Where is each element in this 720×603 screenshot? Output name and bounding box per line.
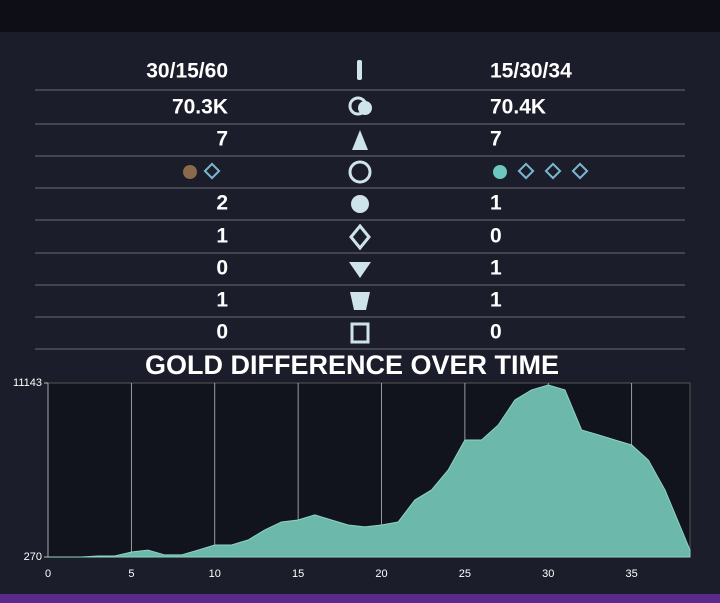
drake-soul-icon: [493, 165, 507, 179]
atakhan-icon: [349, 262, 371, 278]
left-stat: 1: [216, 289, 228, 312]
left-stat: 2: [216, 192, 228, 215]
drake-icon: [544, 162, 562, 180]
drake-icon: [571, 162, 589, 180]
tower-icon: [352, 130, 368, 150]
right-stat: 1: [490, 257, 502, 280]
right-stat: 0: [490, 225, 502, 248]
right-stat: 0: [490, 321, 502, 344]
x-tick-label: 35: [626, 568, 638, 580]
baron-icon: [350, 292, 370, 310]
elder-icon: [350, 322, 370, 344]
left-stat: 0: [216, 257, 228, 280]
left-stat: 7: [216, 128, 228, 151]
left-stat: 70.3K: [172, 96, 228, 119]
drake-icon: [203, 162, 221, 180]
right-stat: 1: [490, 289, 502, 312]
drake-soul-icon: [183, 165, 197, 179]
gold-icon: [358, 101, 372, 115]
right-stat: 1: [490, 192, 502, 215]
left-stat: 0: [216, 321, 228, 344]
bottom-strip: [0, 594, 720, 603]
x-tick-label: 10: [209, 568, 221, 580]
y-tick-label: 270: [24, 551, 42, 563]
gold-area: [48, 384, 691, 558]
right-stat: 15/30/34: [490, 60, 572, 83]
drake-icon: [517, 162, 535, 180]
x-tick-label: 20: [375, 568, 387, 580]
x-tick-label: 15: [292, 568, 304, 580]
icons: [183, 60, 589, 344]
left-stat: 30/15/60: [146, 60, 228, 83]
herald-icon: [351, 195, 369, 213]
x-tick-label: 0: [45, 568, 51, 580]
left-stat: 1: [216, 225, 228, 248]
x-tick-label: 5: [128, 568, 134, 580]
right-stat: 7: [490, 128, 502, 151]
x-tick-label: 25: [459, 568, 471, 580]
drake-icon: [348, 160, 372, 184]
right-stat: 70.4K: [490, 96, 546, 119]
x-tick-label: 30: [542, 568, 554, 580]
top-bar: [0, 0, 720, 32]
y-tick-label: 11143: [13, 377, 42, 389]
sword-icon: [357, 60, 362, 80]
grub-icon: [349, 223, 371, 251]
chart-title: GOLD DIFFERENCE OVER TIME: [145, 350, 559, 380]
